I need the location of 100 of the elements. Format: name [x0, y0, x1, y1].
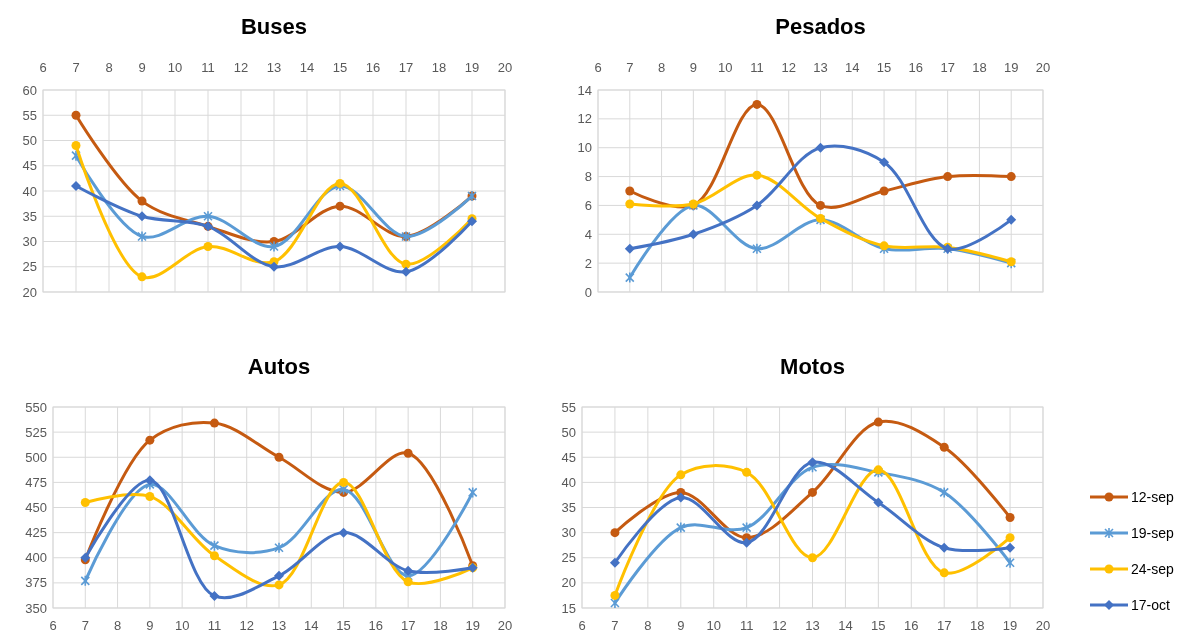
x-tick-label: 20	[497, 60, 513, 75]
y-tick-label: 20	[561, 575, 576, 591]
x-tick-label: 6	[49, 618, 57, 633]
x-tick-label: 12	[772, 618, 787, 633]
y-tick-label: 12	[577, 111, 592, 127]
y-tick-label: 50	[561, 424, 576, 440]
y-tick-label: 500	[25, 449, 47, 465]
x-tick-label: 11	[750, 60, 764, 75]
x-tick-label: 9	[689, 60, 697, 75]
x-tick-label: 10	[167, 60, 183, 75]
x-tick-label: 20	[497, 618, 513, 633]
x-tick-label: 17	[400, 618, 416, 633]
x-tick-label: 9	[138, 60, 146, 75]
y-tick-label: 14	[577, 82, 592, 98]
x-tick-label: 19	[1003, 60, 1019, 75]
x-tick-label: 19	[464, 60, 480, 75]
x-tick-label: 10	[717, 60, 733, 75]
y-tick-label: 25	[22, 259, 37, 275]
y-tick-label: 450	[25, 500, 47, 516]
x-tick-label: 7	[626, 60, 634, 75]
x-tick-label: 7	[81, 618, 89, 633]
x-tick-label: 16	[904, 618, 919, 633]
x-tick-label: 7	[72, 60, 80, 75]
y-tick-label: 50	[22, 133, 37, 149]
x-tick-label: 14	[845, 60, 860, 75]
x-tick-label: 8	[105, 60, 113, 75]
x-tick-label: 16	[908, 60, 924, 75]
y-tick-label: 350	[25, 600, 47, 616]
x-tick-label: 16	[368, 618, 384, 633]
x-tick-label: 17	[398, 60, 414, 75]
chart-title: Pesados	[775, 14, 866, 39]
x-tick-label: 16	[365, 60, 381, 75]
x-tick-label: 13	[805, 618, 820, 633]
x-tick-label: 15	[876, 60, 892, 75]
x-tick-label: 15	[332, 60, 348, 75]
y-tick-label: 45	[22, 158, 37, 174]
x-tick-label: 10	[174, 618, 190, 633]
y-tick-label: 40	[561, 474, 576, 490]
y-tick-label: 425	[25, 525, 47, 541]
y-tick-label: 15	[561, 600, 576, 616]
chart-title: Motos	[780, 354, 845, 379]
y-tick-label: 55	[561, 399, 576, 415]
x-tick-label: 14	[838, 618, 853, 633]
y-tick-label: 35	[561, 500, 576, 516]
x-tick-label: 14	[304, 618, 319, 633]
chart-title: Autos	[247, 354, 311, 379]
x-tick-label: 9	[146, 618, 154, 633]
x-tick-label: 8	[657, 60, 666, 75]
y-tick-label: 60	[22, 82, 37, 98]
y-tick-label: 30	[561, 525, 576, 541]
x-tick-label: 6	[594, 60, 602, 75]
x-tick-label: 12	[239, 618, 254, 633]
x-tick-label: 18	[972, 60, 987, 75]
x-tick-label: 11	[207, 618, 222, 633]
y-tick-label: 525	[25, 424, 47, 440]
x-tick-label: 8	[644, 618, 652, 633]
x-tick-label: 20	[1035, 60, 1051, 75]
x-tick-label: 8	[113, 618, 122, 633]
y-tick-label: 40	[22, 183, 37, 199]
x-tick-label: 20	[1035, 618, 1051, 633]
y-tick-label: 475	[25, 474, 47, 490]
y-tick-label: 55	[22, 107, 37, 123]
x-tick-label: 13	[271, 618, 287, 633]
y-tick-label: 30	[22, 234, 37, 250]
y-tick-label: 45	[561, 449, 576, 465]
x-tick-label: 17	[940, 60, 955, 75]
x-tick-label: 18	[433, 618, 448, 633]
y-tick-label: 2	[584, 255, 592, 271]
x-tick-label: 15	[336, 618, 351, 633]
x-tick-label: 11	[739, 618, 754, 633]
x-tick-label: 12	[781, 60, 796, 75]
y-tick-label: 0	[584, 284, 592, 300]
x-tick-label: 19	[465, 618, 480, 633]
x-tick-label: 15	[871, 618, 886, 633]
x-tick-label: 18	[431, 60, 447, 75]
x-tick-label: 12	[233, 60, 249, 75]
legend-label: 19-sep	[1131, 524, 1175, 541]
y-tick-label: 375	[25, 575, 47, 591]
legend-label: 12-sep	[1131, 488, 1175, 505]
y-tick-label: 20	[22, 284, 37, 300]
y-tick-label: 25	[561, 550, 576, 566]
x-tick-label: 7	[611, 618, 619, 633]
x-tick-label: 9	[677, 618, 685, 633]
chart-title: Buses	[240, 14, 308, 39]
legend-label: 24-sep	[1131, 560, 1175, 577]
legend-label: 17-oct	[1131, 596, 1171, 613]
y-tick-label: 35	[22, 208, 37, 224]
x-tick-label: 18	[969, 618, 985, 633]
y-tick-label: 8	[584, 169, 592, 185]
y-tick-label: 400	[25, 550, 47, 566]
y-tick-label: 10	[577, 140, 592, 156]
x-tick-label: 13	[266, 60, 282, 75]
x-tick-label: 14	[299, 60, 315, 75]
x-tick-label: 13	[813, 60, 828, 75]
x-tick-label: 17	[936, 618, 952, 633]
y-tick-label: 550	[25, 399, 47, 415]
x-tick-label: 10	[706, 618, 721, 633]
x-tick-label: 11	[201, 60, 215, 75]
x-tick-label: 19	[1002, 618, 1018, 633]
y-tick-label: 4	[584, 226, 592, 242]
